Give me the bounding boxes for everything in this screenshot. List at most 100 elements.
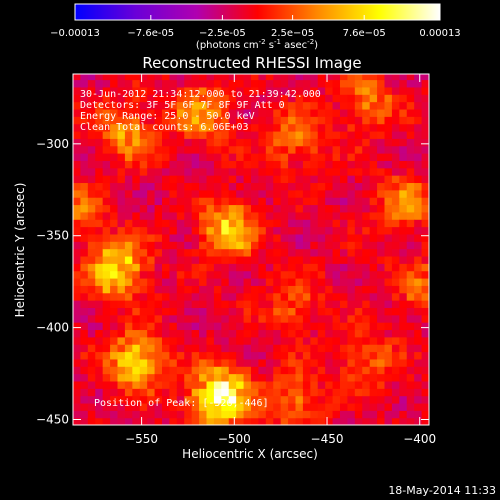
heatmap-cell — [110, 204, 119, 213]
heatmap-cell — [384, 351, 393, 360]
heatmap-cell — [206, 402, 215, 411]
heatmap-cell — [169, 197, 178, 206]
heatmap-cell — [236, 167, 245, 176]
heatmap-cell — [265, 160, 274, 169]
heatmap-cell — [213, 108, 222, 117]
heatmap-cell — [302, 285, 311, 294]
heatmap-cell — [362, 167, 371, 176]
heatmap-cell — [273, 380, 282, 389]
heatmap-cell — [288, 270, 297, 279]
heatmap-cell — [288, 182, 297, 191]
heatmap-cell — [110, 211, 119, 220]
heatmap-cell — [302, 277, 311, 286]
heatmap-cell — [73, 74, 82, 81]
heatmap-cell — [176, 153, 185, 161]
heatmap-cell — [154, 380, 163, 389]
heatmap-cell — [265, 255, 274, 264]
heatmap-cell — [221, 322, 230, 331]
heatmap-cell — [340, 167, 349, 176]
heatmap-cell — [213, 358, 222, 367]
heatmap-cell — [176, 86, 185, 95]
heatmap-cell — [362, 307, 371, 316]
heatmap-cell — [384, 307, 393, 316]
heatmap-cell — [191, 211, 200, 220]
heatmap-cell — [369, 270, 378, 279]
heatmap-cell — [176, 270, 185, 279]
heatmap-cell — [406, 277, 415, 286]
heatmap-cell — [332, 153, 341, 161]
heatmap-cell — [317, 255, 326, 264]
heatmap-cell — [132, 79, 141, 88]
heatmap-cell — [87, 314, 96, 323]
heatmap-cell — [399, 366, 408, 375]
heatmap-cell — [310, 285, 319, 294]
heatmap-cell — [199, 270, 208, 279]
heatmap-cell — [384, 175, 393, 184]
heatmap-cell — [221, 395, 230, 404]
heatmap-cell — [147, 292, 156, 301]
heatmap-cell — [354, 388, 363, 397]
heatmap-cell — [221, 241, 230, 250]
heatmap-cell — [340, 344, 349, 353]
heatmap-cell — [184, 322, 193, 331]
heatmap-cell — [221, 79, 230, 88]
heatmap-cell — [258, 130, 267, 139]
heatmap-cell — [87, 94, 96, 103]
heatmap-cell — [310, 336, 319, 345]
heatmap-cell — [139, 130, 148, 139]
heatmap-cell — [206, 395, 215, 404]
heatmap-cell — [206, 380, 215, 389]
heatmap-cell — [280, 336, 289, 345]
heatmap-cell — [206, 329, 215, 338]
heatmap-cell — [95, 116, 104, 125]
heatmap-cell — [288, 366, 297, 375]
heatmap-cell — [87, 74, 96, 81]
heatmap-cell — [87, 263, 96, 272]
heatmap-cell — [199, 79, 208, 88]
heatmap-cell — [110, 167, 119, 176]
heatmap-cell — [147, 307, 156, 316]
heatmap-cell — [317, 94, 326, 103]
heatmap-cell — [221, 373, 230, 382]
heatmap-cell — [132, 233, 141, 242]
heatmap-cell — [362, 410, 371, 419]
heatmap-cell — [117, 160, 126, 169]
heatmap-cell — [288, 410, 297, 419]
heatmap-cell — [399, 153, 408, 161]
heatmap-cell — [124, 79, 133, 88]
heatmap-cell — [421, 219, 429, 228]
heatmap-cell — [273, 241, 282, 250]
heatmap-cell — [169, 130, 178, 139]
heatmap-cell — [377, 189, 386, 198]
heatmap-cell — [391, 226, 400, 235]
heatmap-cell — [273, 307, 282, 316]
heatmap-cell — [377, 204, 386, 213]
heatmap-cell — [265, 322, 274, 331]
heatmap-cell — [332, 108, 341, 117]
heatmap-cell — [406, 138, 415, 147]
heatmap-cell — [325, 410, 334, 419]
heatmap-cell — [191, 410, 200, 419]
heatmap-cell — [132, 94, 141, 103]
heatmap-cell — [102, 175, 111, 184]
heatmap-cell — [176, 307, 185, 316]
heatmap-cell — [273, 182, 282, 191]
heatmap-cell — [132, 410, 141, 419]
heatmap-cell — [236, 86, 245, 95]
heatmap-cell — [102, 329, 111, 338]
heatmap-cell — [384, 395, 393, 404]
heatmap-cell — [243, 108, 252, 117]
heatmap-cell — [162, 344, 171, 353]
heatmap-cell — [228, 285, 237, 294]
heatmap-cell — [347, 248, 356, 257]
heatmap-cell — [95, 358, 104, 367]
heatmap-cell — [251, 182, 260, 191]
heatmap-cell — [80, 417, 89, 425]
heatmap-cell — [102, 322, 111, 331]
colorbar-ticks: −0.00013 −7.6e-05 −2.5e-05 2.5e−05 7.6e−05 0.… — [50, 15, 461, 39]
heatmap-cell — [154, 270, 163, 279]
heatmap-cell — [310, 380, 319, 389]
heatmap-cell — [199, 322, 208, 331]
colorbar-units: (photons cm-2 s-1 asec-2) — [196, 38, 318, 51]
heatmap-cell — [102, 241, 111, 250]
